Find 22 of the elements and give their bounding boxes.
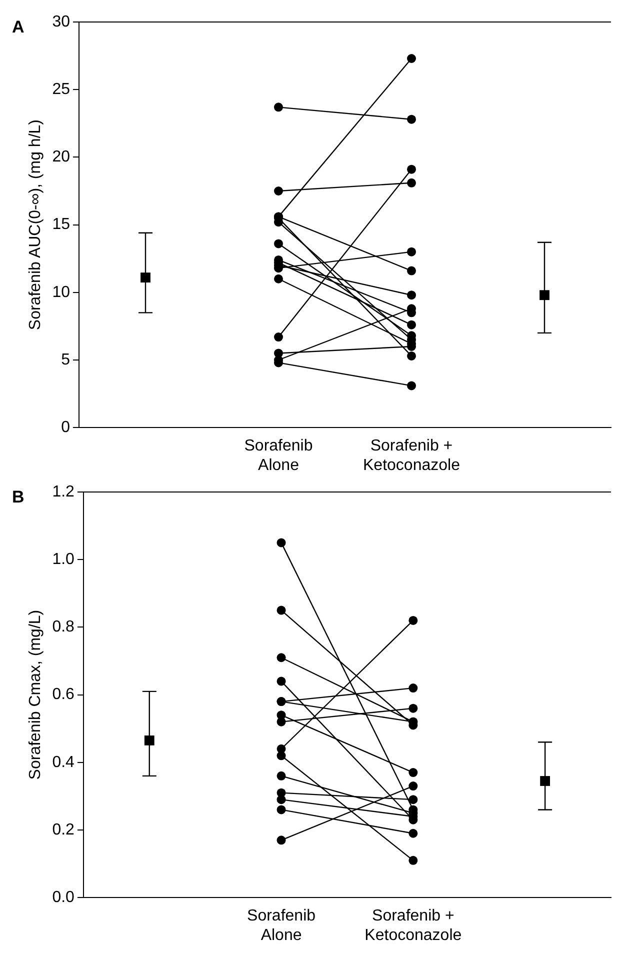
y-axis-title: Sorafenib Cmax, (mg/L) (27, 610, 44, 780)
y-tick-label: 0.4 (52, 754, 75, 771)
text: B (12, 488, 24, 507)
x-tick-label: Sorafenib Alone (247, 908, 316, 944)
y-tick-label: 20 (52, 148, 70, 166)
x-tick-label: Sorafenib Alone (244, 438, 313, 474)
y-tick-label: 1.0 (52, 551, 75, 568)
y-axis-title: Sorafenib AUC(0-∞), (mg h/L) (27, 120, 44, 330)
y-tick-label: 0.6 (52, 686, 75, 704)
y-tick-label: 0.0 (52, 889, 75, 906)
y-tick-label: 30 (52, 13, 70, 30)
y-tick-label: 0.2 (52, 821, 75, 838)
x-tick-label: Sorafenib + Ketoconazole (364, 908, 462, 944)
text: A (12, 18, 24, 37)
y-tick-label: 1.2 (52, 483, 75, 500)
y-tick-label: 0 (61, 419, 70, 436)
y-tick-label: 15 (52, 216, 70, 234)
y-tick-label: 10 (52, 284, 70, 301)
y-tick-label: 5 (61, 351, 70, 368)
y-tick-label: 0.8 (52, 618, 75, 636)
y-tick-label: 25 (52, 81, 70, 98)
x-tick-label: Sorafenib + Ketoconazole (363, 438, 460, 474)
